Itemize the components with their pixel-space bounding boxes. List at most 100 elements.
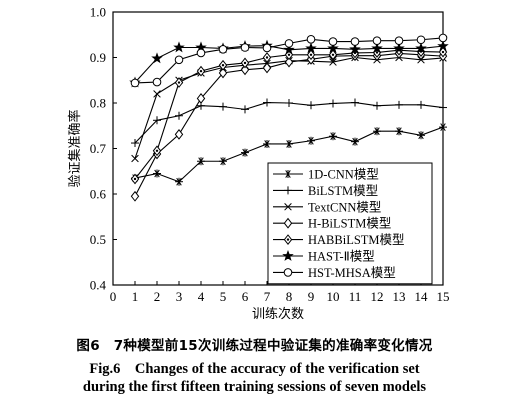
data-point-textcnn	[153, 90, 161, 98]
data-point-1d-cnn	[219, 157, 227, 166]
x-axis-label: 训练次数	[252, 306, 304, 322]
data-point-hst-mhsa	[284, 39, 294, 48]
legend-marker-hast-ii	[282, 249, 294, 261]
data-point-bilstm	[153, 116, 161, 125]
data-point-textcnn	[131, 154, 139, 163]
data-point-bilstm	[439, 103, 447, 112]
data-point-1d-cnn	[439, 123, 447, 132]
data-point-hst-mhsa	[174, 55, 184, 65]
data-point-bilstm	[263, 98, 271, 107]
data-point-bilstm	[285, 99, 293, 107]
data-point-1d-cnn	[197, 157, 205, 166]
series-bilstm	[131, 98, 447, 148]
legend-entry-bilstm: BiLSTM模型	[273, 184, 378, 198]
legend-marker-habbilstm	[283, 234, 293, 246]
x-tick-label: 3	[176, 289, 183, 304]
legend-entry-hast-ii: HAST-Ⅱ模型	[273, 250, 375, 264]
data-point-hst-mhsa	[218, 45, 228, 54]
data-point-habbilstm	[196, 65, 206, 77]
data-point-bilstm	[417, 100, 425, 109]
data-point-1d-cnn	[373, 127, 381, 136]
data-point-hast-ii	[349, 43, 361, 55]
y-tick-label: 0.8	[90, 96, 106, 111]
data-point-hst-mhsa	[130, 78, 140, 88]
data-point-h-bilstm	[174, 128, 184, 140]
data-point-hst-mhsa	[196, 48, 206, 58]
legend-entry-h-bilstm: H-BiLSTM模型	[273, 217, 391, 231]
data-point-1d-cnn	[263, 139, 271, 148]
data-point-hst-mhsa	[438, 33, 448, 43]
data-point-bilstm	[329, 99, 337, 108]
data-point-hast-ii	[393, 42, 405, 54]
data-point-bilstm	[131, 139, 139, 148]
figure-caption-chinese: 图6 7种模型前15次训练过程中验证集的准确率变化情况	[76, 338, 433, 354]
y-tick-label: 0.7	[90, 141, 107, 156]
data-point-habbilstm	[174, 77, 184, 88]
data-point-habbilstm	[218, 59, 228, 71]
x-tick-label: 7	[264, 289, 271, 304]
x-tick-label: 4	[198, 289, 205, 304]
y-tick-label: 0.4	[90, 278, 107, 293]
data-point-h-bilstm	[284, 56, 294, 68]
legend-marker-bilstm	[284, 186, 292, 195]
x-tick-label: 1	[132, 289, 139, 304]
data-point-1d-cnn	[285, 139, 293, 148]
data-point-bilstm	[351, 98, 359, 107]
data-point-hst-mhsa	[416, 35, 426, 45]
data-point-hast-ii	[437, 40, 449, 52]
data-point-hst-mhsa	[152, 77, 162, 87]
legend-label-hst-mhsa: HST-MHSA模型	[308, 266, 396, 280]
x-tick-label: 10	[327, 289, 340, 304]
data-point-1d-cnn	[351, 137, 359, 146]
x-tick-label: 8	[286, 289, 293, 304]
data-point-hst-mhsa	[372, 36, 382, 45]
data-point-hast-ii	[173, 41, 185, 53]
legend-label-bilstm: BiLSTM模型	[308, 184, 378, 198]
data-point-h-bilstm	[130, 190, 140, 202]
data-point-habbilstm	[240, 57, 250, 69]
x-tick-label: 2	[154, 289, 161, 304]
x-tick-label: 11	[349, 289, 362, 304]
legend-marker-textcnn	[284, 203, 292, 211]
data-point-1d-cnn	[153, 169, 161, 178]
x-tick-label: 6	[242, 289, 249, 304]
x-tick-label: 5	[220, 289, 227, 304]
y-axis-label: 验证集准确率	[67, 109, 83, 187]
legend-entry-1d-cnn: 1D-CNN模型	[273, 168, 379, 182]
data-point-bilstm	[307, 101, 315, 110]
data-point-hst-mhsa	[394, 36, 404, 45]
legend-label-textcnn: TextCNN模型	[308, 200, 381, 214]
legend-entry-hst-mhsa: HST-MHSA模型	[273, 266, 396, 280]
legend-label-hast-ii: HAST-Ⅱ模型	[308, 250, 375, 264]
legend-label-1d-cnn: 1D-CNN模型	[308, 168, 379, 182]
legend-label-habbilstm: HABBiLSTM模型	[308, 233, 405, 247]
axes: 0 1 2 3 4 5 6 7 8 9 10 11 12 13 14 150.40.50.60.70.80.9…	[67, 5, 450, 323]
figure-caption-english-line1: Fig.6 Changes of the accuracy of the ver…	[89, 361, 420, 377]
legend-marker-1d-cnn	[284, 170, 292, 178]
data-point-hast-ii	[415, 42, 427, 54]
accuracy-line-chart: 0 1 2 3 4 5 6 7 8 9 10 11 12 13 14 150.40.50.60.70.80.9…	[67, 5, 450, 323]
data-point-h-bilstm	[218, 67, 228, 79]
legend-entry-textcnn: TextCNN模型	[273, 200, 381, 214]
data-point-habbilstm	[152, 145, 162, 157]
data-point-hst-mhsa	[328, 37, 338, 46]
data-point-bilstm	[175, 111, 183, 120]
x-tick-label: 13	[393, 289, 406, 304]
figure-caption-english-line2: during the first fifteen training sessio…	[82, 379, 427, 395]
data-point-hst-mhsa	[306, 35, 316, 44]
series-1d-cnn	[131, 123, 447, 186]
data-point-bilstm	[373, 101, 381, 110]
data-point-h-bilstm	[262, 62, 272, 74]
data-point-bilstm	[241, 105, 249, 114]
x-tick-label: 14	[415, 289, 429, 304]
data-point-hst-mhsa	[240, 43, 250, 52]
data-point-habbilstm	[328, 49, 338, 61]
x-tick-label: 9	[308, 289, 315, 304]
data-point-1d-cnn	[175, 177, 183, 186]
data-point-h-bilstm	[240, 64, 250, 76]
data-point-1d-cnn	[395, 127, 403, 136]
data-point-habbilstm	[130, 173, 140, 185]
legend-entry-habbilstm: HABBiLSTM模型	[273, 233, 405, 247]
legend-marker-hst-mhsa	[283, 268, 293, 277]
y-tick-label: 0.9	[90, 50, 106, 65]
